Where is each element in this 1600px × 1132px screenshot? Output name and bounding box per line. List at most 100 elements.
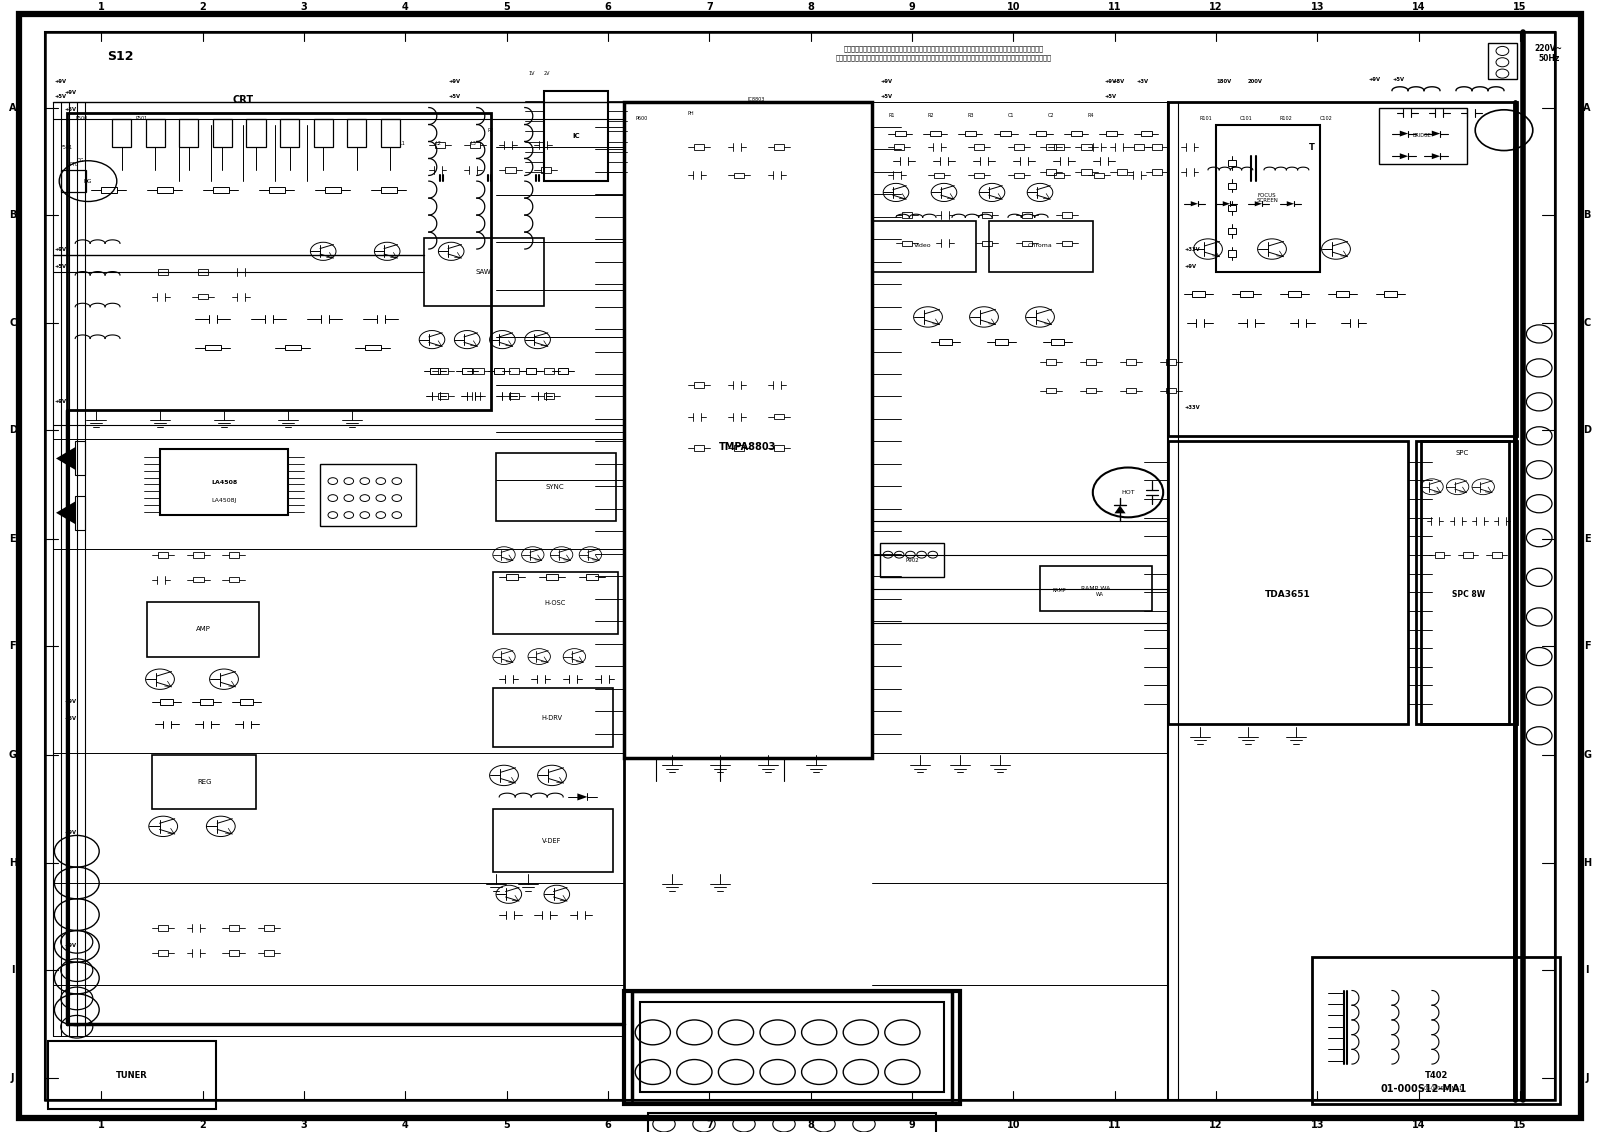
Text: +5V: +5V — [448, 94, 461, 98]
Bar — [1416, 441, 1509, 724]
Bar — [1229, 205, 1235, 212]
Text: 2: 2 — [200, 2, 206, 11]
Bar — [546, 575, 558, 580]
Bar — [101, 187, 117, 192]
Bar — [1421, 441, 1517, 724]
Text: +5V: +5V — [54, 94, 67, 98]
Text: C102: C102 — [1320, 117, 1333, 121]
Bar — [158, 551, 168, 557]
Text: 11: 11 — [1107, 1121, 1122, 1130]
Polygon shape — [578, 794, 587, 800]
Bar — [509, 393, 518, 398]
Text: 220V~
50Hz: 220V~ 50Hz — [1534, 43, 1563, 63]
Text: 3: 3 — [301, 2, 307, 11]
Text: 2: 2 — [200, 1121, 206, 1130]
Text: R102: R102 — [1280, 117, 1293, 121]
Bar — [1141, 131, 1152, 136]
Text: DG: DG — [83, 179, 93, 183]
Bar — [506, 168, 515, 172]
Bar — [229, 551, 238, 557]
Text: 10: 10 — [1006, 2, 1021, 11]
Bar — [158, 268, 168, 274]
Text: R4: R4 — [1088, 113, 1094, 118]
Text: 14: 14 — [1411, 1121, 1426, 1130]
Text: 8: 8 — [808, 1121, 814, 1130]
Polygon shape — [1222, 201, 1230, 206]
Bar — [493, 572, 618, 634]
Text: 12: 12 — [1210, 2, 1222, 11]
Text: 9: 9 — [909, 1121, 915, 1130]
Text: 01-000S12-MA1: 01-000S12-MA1 — [1424, 1087, 1464, 1091]
Bar — [989, 221, 1093, 272]
Text: E: E — [10, 534, 16, 543]
Text: 15: 15 — [1514, 2, 1526, 11]
Text: TMPA8803: TMPA8803 — [718, 443, 776, 452]
Bar — [1435, 551, 1443, 557]
Bar — [774, 413, 784, 419]
Text: LA4508J: LA4508J — [211, 498, 237, 503]
Text: I: I — [1586, 966, 1589, 975]
Text: L3: L3 — [470, 142, 477, 146]
Bar — [320, 464, 416, 526]
Text: +9V: +9V — [54, 400, 67, 404]
Text: 9: 9 — [909, 2, 915, 11]
Bar — [314, 119, 333, 147]
Text: A: A — [10, 103, 16, 112]
Text: +5V: +5V — [64, 717, 77, 721]
Text: +9V: +9V — [880, 79, 893, 84]
Bar — [158, 951, 168, 955]
Text: TUNER: TUNER — [117, 1071, 147, 1080]
Text: Video: Video — [914, 243, 933, 248]
Polygon shape — [1254, 201, 1262, 206]
Bar — [1168, 441, 1408, 724]
Text: +5V: +5V — [64, 108, 77, 112]
Text: HOT: HOT — [1122, 490, 1134, 495]
Bar — [872, 221, 976, 272]
Bar — [894, 131, 906, 136]
Text: IC8803: IC8803 — [747, 97, 765, 102]
Text: 4: 4 — [402, 2, 408, 11]
Bar — [1229, 182, 1235, 189]
Text: 200V: 200V — [1248, 79, 1262, 84]
Bar — [1062, 212, 1072, 217]
Bar — [544, 91, 608, 181]
Bar — [1117, 170, 1126, 174]
Bar — [586, 575, 598, 580]
Bar — [1152, 144, 1162, 149]
Bar — [1229, 250, 1235, 257]
Text: 10: 10 — [1006, 1121, 1021, 1130]
Bar — [1152, 170, 1162, 174]
Bar — [462, 368, 472, 374]
Text: 5: 5 — [504, 2, 510, 11]
Text: +9V: +9V — [1104, 79, 1117, 84]
Text: D: D — [1584, 426, 1590, 435]
Text: P501: P501 — [136, 117, 149, 121]
Text: WA: WA — [1096, 592, 1104, 597]
Text: +9V: +9V — [1184, 264, 1197, 268]
Bar — [541, 168, 550, 172]
Text: V-DEF: V-DEF — [542, 838, 562, 844]
Bar — [160, 698, 173, 704]
Bar — [205, 344, 221, 350]
Bar — [1054, 172, 1064, 178]
Bar — [381, 119, 400, 147]
Bar — [438, 368, 448, 374]
Bar — [381, 187, 397, 192]
Polygon shape — [1115, 505, 1125, 513]
Text: 13: 13 — [1310, 2, 1325, 11]
Bar — [965, 131, 976, 136]
Bar — [526, 368, 536, 374]
Text: +33V: +33V — [1184, 405, 1200, 410]
Bar — [734, 172, 744, 178]
Text: 15: 15 — [1514, 1121, 1526, 1130]
Text: +9V: +9V — [54, 247, 67, 251]
Text: RAMP: RAMP — [1053, 589, 1067, 593]
Bar — [1046, 387, 1056, 393]
Bar — [147, 602, 259, 657]
Bar — [1062, 241, 1072, 246]
Bar — [774, 445, 784, 451]
Bar — [1000, 131, 1011, 136]
Bar — [880, 543, 944, 577]
Bar — [734, 445, 744, 451]
Text: G: G — [1584, 751, 1590, 760]
